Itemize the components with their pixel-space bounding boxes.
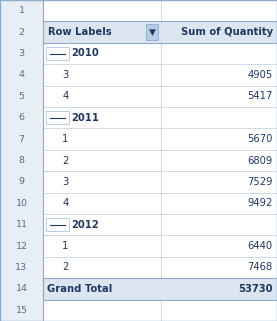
Text: 14: 14 xyxy=(16,284,27,293)
Bar xyxy=(0,86,43,107)
Text: 6440: 6440 xyxy=(248,241,273,251)
Text: 11: 11 xyxy=(16,220,27,229)
Bar xyxy=(0,128,43,150)
Text: 2010: 2010 xyxy=(71,48,99,58)
Bar xyxy=(0,43,43,64)
Bar xyxy=(46,219,69,231)
Text: 10: 10 xyxy=(16,199,27,208)
Text: 1: 1 xyxy=(62,134,69,144)
Text: 2: 2 xyxy=(19,28,24,37)
Bar xyxy=(46,111,69,124)
Text: 4: 4 xyxy=(62,198,69,208)
Text: 5417: 5417 xyxy=(247,91,273,101)
Text: 6: 6 xyxy=(19,113,24,122)
Bar xyxy=(0,235,43,257)
Text: Grand Total: Grand Total xyxy=(47,284,112,294)
Text: 1: 1 xyxy=(19,6,24,15)
Polygon shape xyxy=(149,29,156,36)
Bar xyxy=(0,107,43,128)
Text: 7: 7 xyxy=(19,134,24,143)
Text: 1: 1 xyxy=(62,241,69,251)
Text: 8: 8 xyxy=(19,156,24,165)
Text: 3: 3 xyxy=(18,49,25,58)
Bar xyxy=(0,193,43,214)
Bar xyxy=(43,22,204,43)
Text: 7529: 7529 xyxy=(247,177,273,187)
Bar xyxy=(0,278,43,299)
Text: 13: 13 xyxy=(16,263,27,272)
Bar xyxy=(43,278,277,299)
Bar xyxy=(43,22,277,43)
Bar xyxy=(0,0,43,22)
Text: 3: 3 xyxy=(62,70,69,80)
Text: 5670: 5670 xyxy=(247,134,273,144)
Text: 5: 5 xyxy=(19,92,24,101)
Text: 53730: 53730 xyxy=(238,284,273,294)
Bar xyxy=(0,171,43,193)
Text: 6809: 6809 xyxy=(248,155,273,166)
Text: 4: 4 xyxy=(19,70,24,79)
Bar xyxy=(0,214,43,235)
Bar xyxy=(0,257,43,278)
Text: 2011: 2011 xyxy=(71,113,99,123)
Text: 12: 12 xyxy=(16,242,27,251)
Text: 2: 2 xyxy=(62,263,69,273)
Bar xyxy=(0,22,43,43)
Bar xyxy=(0,64,43,86)
Text: Row Labels: Row Labels xyxy=(48,27,112,37)
Bar xyxy=(147,24,158,40)
Text: 2012: 2012 xyxy=(71,220,99,230)
Text: 4905: 4905 xyxy=(248,70,273,80)
Bar xyxy=(0,150,43,171)
Text: 9: 9 xyxy=(19,178,24,187)
Text: 2: 2 xyxy=(62,155,69,166)
Text: 4: 4 xyxy=(62,91,69,101)
Bar xyxy=(43,22,277,43)
Text: 9492: 9492 xyxy=(247,198,273,208)
Text: Sum of Quantity: Sum of Quantity xyxy=(181,27,273,37)
Bar xyxy=(0,299,43,321)
Text: 3: 3 xyxy=(62,177,69,187)
Bar xyxy=(46,47,69,60)
Text: 7468: 7468 xyxy=(248,263,273,273)
Bar xyxy=(43,278,277,299)
Text: 15: 15 xyxy=(16,306,27,315)
